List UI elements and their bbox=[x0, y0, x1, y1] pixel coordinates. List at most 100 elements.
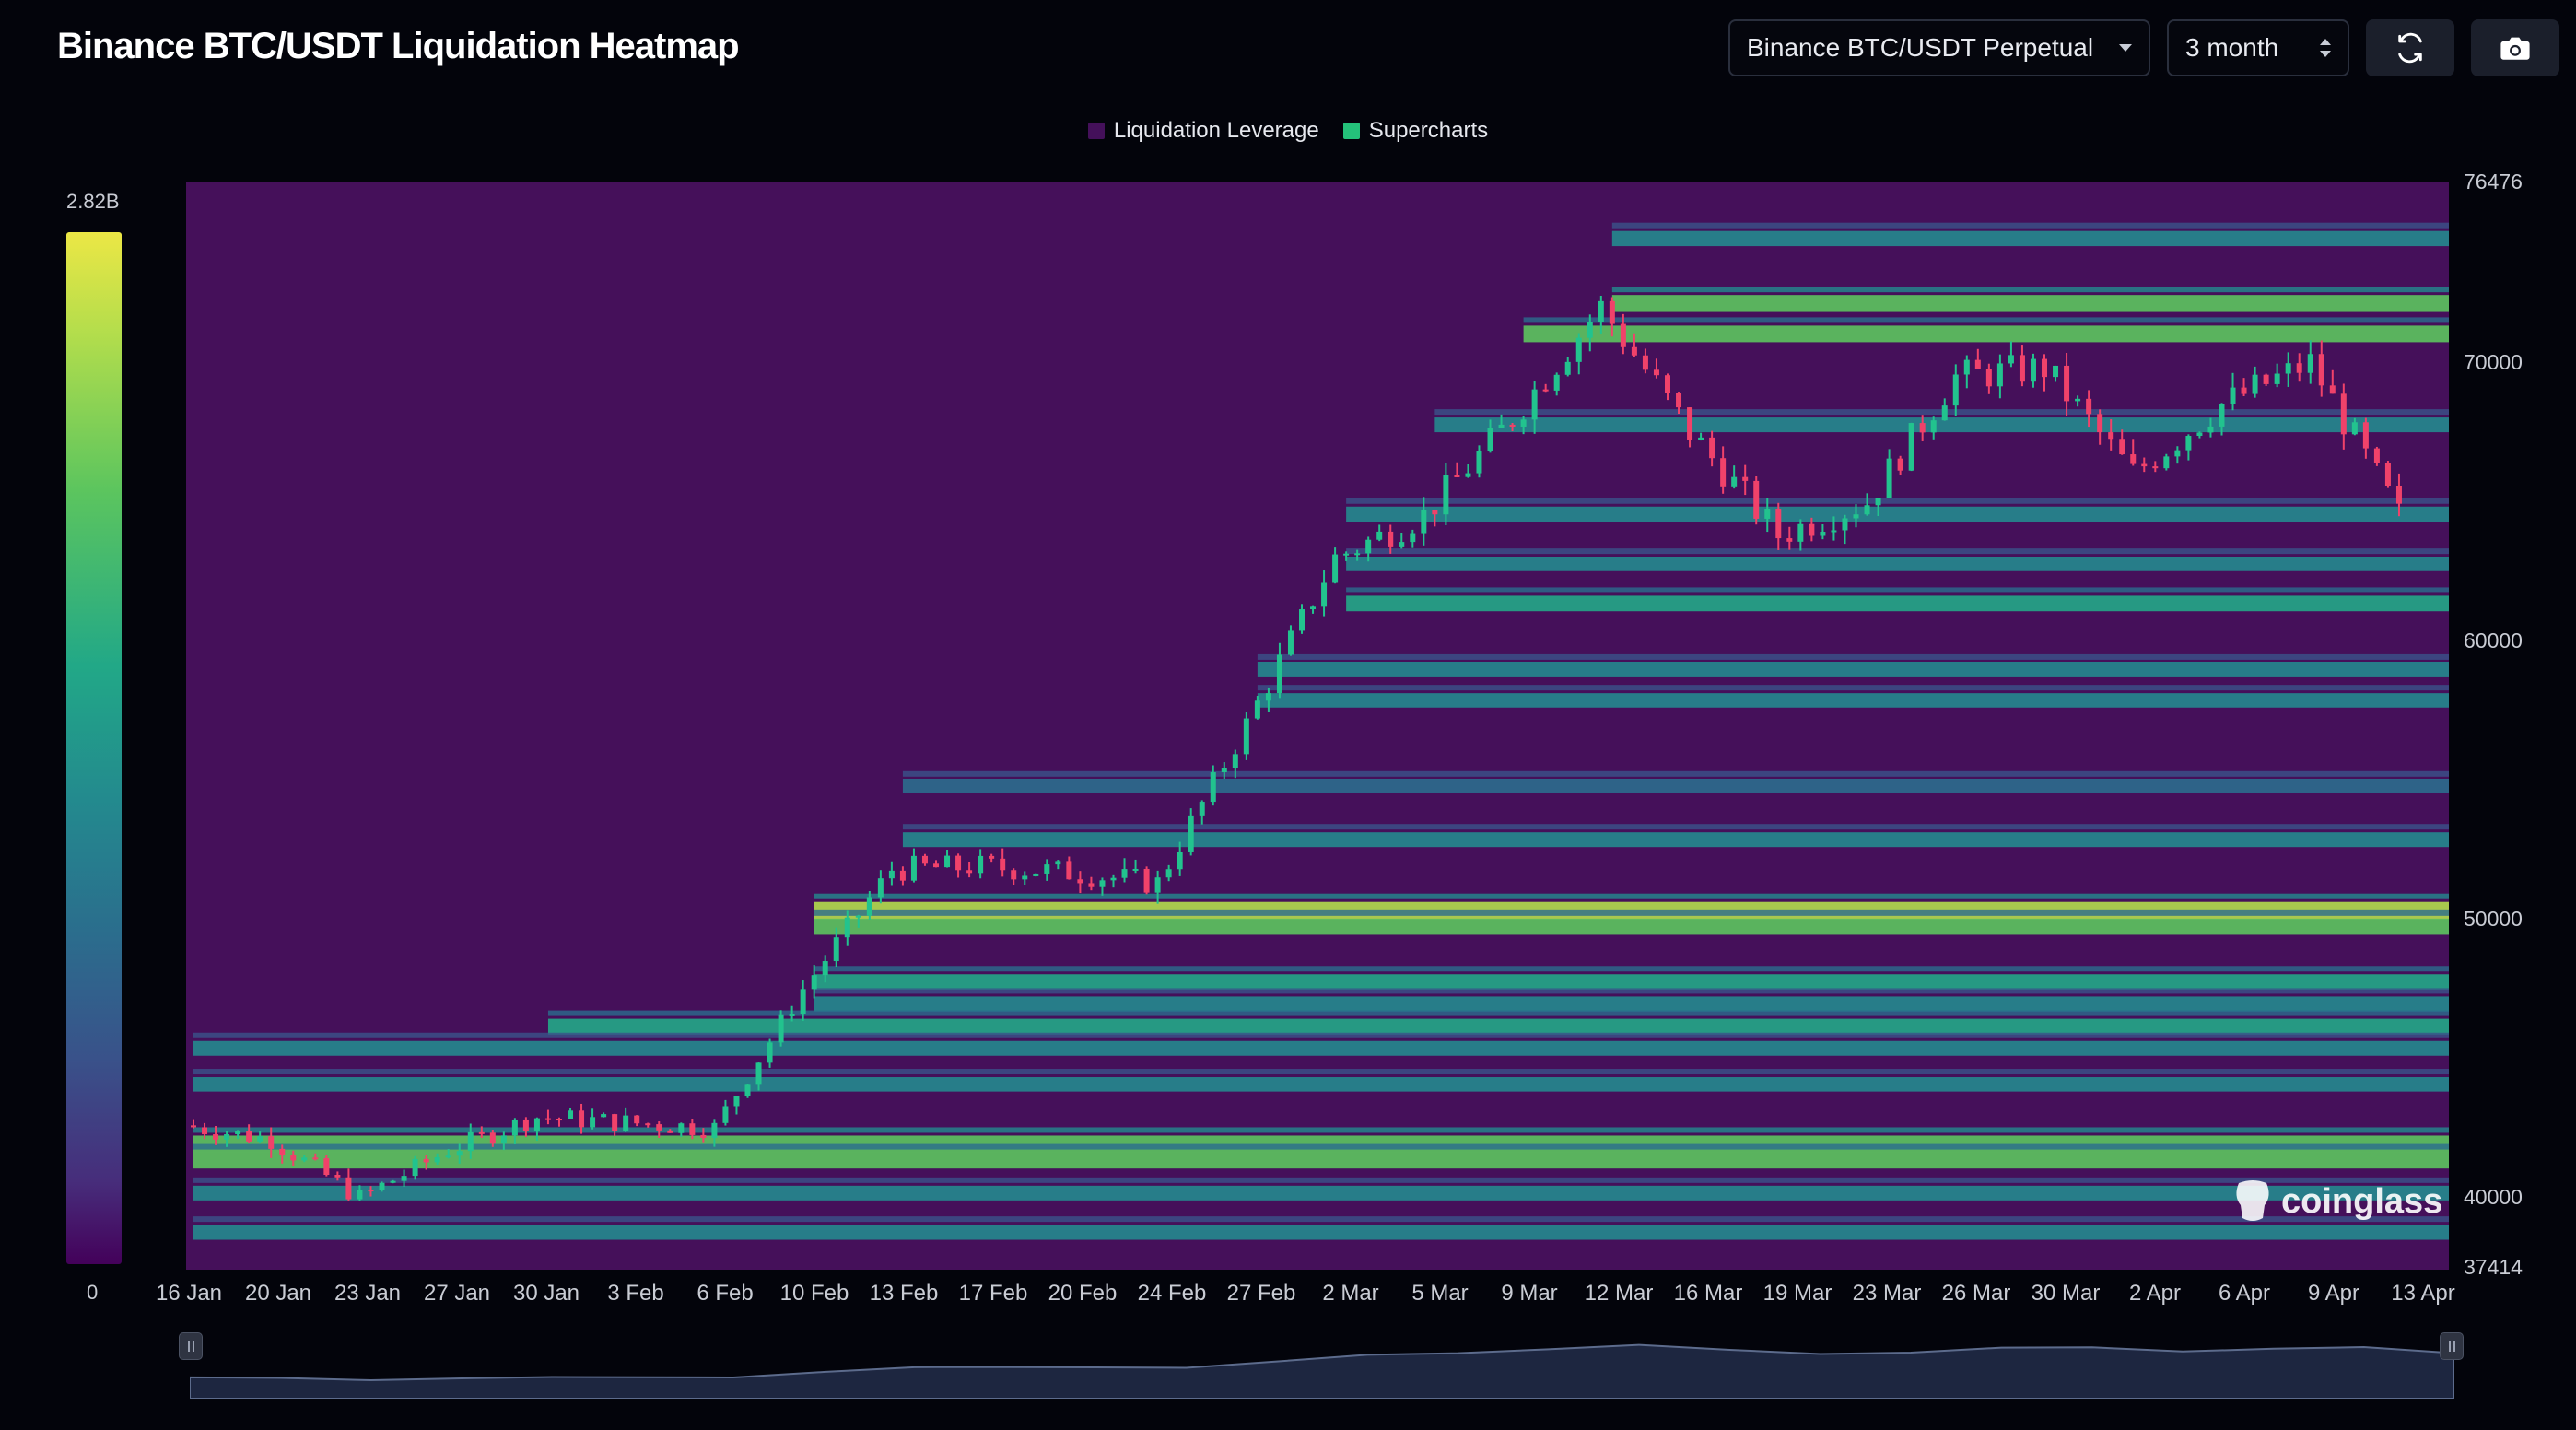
candle-body bbox=[379, 1182, 385, 1190]
candle-body bbox=[866, 897, 872, 916]
x-tick-label: 20 Jan bbox=[244, 1281, 312, 1306]
candle-body bbox=[1631, 346, 1637, 356]
candle-body bbox=[1642, 355, 1648, 370]
liquidation-band bbox=[1611, 295, 2449, 312]
candle-body bbox=[1354, 553, 1361, 556]
candle-body bbox=[2362, 422, 2369, 449]
candle-body bbox=[478, 1131, 485, 1134]
candle-body bbox=[1553, 374, 1560, 391]
candle-body bbox=[290, 1155, 297, 1161]
liquidation-band bbox=[193, 1152, 2449, 1169]
x-tick-label: 20 Feb bbox=[1048, 1281, 1118, 1306]
candle-body bbox=[412, 1158, 418, 1177]
range-select-value: 3 month bbox=[2185, 33, 2279, 62]
liquidation-band-halo bbox=[1434, 409, 2449, 416]
navigator-left-handle[interactable] bbox=[179, 1332, 203, 1360]
candle-body bbox=[1388, 531, 1394, 547]
time-navigator[interactable] bbox=[190, 1332, 2454, 1399]
chevron-down-icon bbox=[2119, 44, 2132, 52]
liquidation-band-halo bbox=[1611, 222, 2449, 229]
screenshot-button[interactable] bbox=[2471, 19, 2559, 76]
refresh-button[interactable] bbox=[2366, 19, 2454, 76]
legend-swatch bbox=[1342, 123, 1360, 139]
candle-body bbox=[2207, 426, 2214, 433]
y-tick-label: 60000 bbox=[2464, 627, 2523, 652]
liquidation-band bbox=[1523, 325, 2449, 343]
navigator-right-handle[interactable] bbox=[2440, 1332, 2464, 1360]
x-tick-label: 9 Mar bbox=[1501, 1281, 1558, 1306]
candle-body bbox=[1099, 880, 1106, 887]
candle-body bbox=[722, 1106, 729, 1123]
liquidation-band bbox=[1611, 230, 2449, 247]
x-tick-label: 16 Jan bbox=[155, 1281, 223, 1306]
candle-body bbox=[2174, 450, 2181, 457]
candle-body bbox=[2373, 448, 2380, 463]
x-tick-label: 23 Mar bbox=[1852, 1281, 1922, 1306]
coinglass-watermark: coinglass bbox=[2231, 1178, 2442, 1225]
candle-body bbox=[2064, 365, 2070, 402]
candle-body bbox=[1509, 424, 1516, 427]
candle-body bbox=[1575, 337, 1582, 362]
x-tick-label: 3 Feb bbox=[607, 1281, 664, 1306]
candle-body bbox=[2329, 385, 2336, 394]
candle-body bbox=[678, 1123, 685, 1133]
candle-body bbox=[1564, 361, 1571, 375]
y-tick-label: 50000 bbox=[2464, 906, 2523, 931]
x-tick-label: 2 Apr bbox=[2128, 1281, 2182, 1306]
candle-body bbox=[2252, 374, 2258, 394]
candle-body bbox=[1221, 768, 1227, 773]
legend-item-liquidation-leverage[interactable]: Liquidation Leverage bbox=[1087, 118, 1319, 144]
x-tick-label: 5 Mar bbox=[1411, 1281, 1469, 1306]
candle-body bbox=[2351, 422, 2358, 435]
candle-body bbox=[1653, 369, 1659, 376]
chart-legend: Liquidation Leverage Supercharts bbox=[0, 118, 2576, 144]
candle-body bbox=[401, 1176, 407, 1181]
liquidation-band bbox=[193, 1077, 2449, 1092]
camera-icon bbox=[2500, 37, 2530, 60]
candle-body bbox=[1044, 864, 1050, 874]
candle-body bbox=[755, 1062, 762, 1085]
candle-body bbox=[1985, 369, 1992, 387]
liquidation-band bbox=[902, 832, 2449, 848]
x-tick-label: 19 Mar bbox=[1762, 1281, 1832, 1306]
candle-body bbox=[1542, 389, 1549, 392]
x-tick-label: 26 Mar bbox=[1941, 1281, 2011, 1306]
candle-body bbox=[213, 1134, 219, 1140]
candle-body bbox=[2008, 355, 2014, 364]
colorbar bbox=[66, 232, 122, 1264]
candle-body bbox=[1587, 322, 1593, 338]
refresh-icon bbox=[2398, 32, 2422, 64]
candle-body bbox=[1321, 582, 1328, 607]
candle-body bbox=[423, 1158, 429, 1163]
symbol-select[interactable]: Binance BTC/USDT Perpetual bbox=[1728, 19, 2150, 76]
liquidation-band bbox=[1257, 662, 2449, 677]
candle-body bbox=[1143, 868, 1150, 893]
liquidation-band-halo bbox=[1346, 548, 2449, 555]
candle-body bbox=[2086, 398, 2092, 415]
liquidation-band bbox=[1346, 557, 2449, 571]
candle-body bbox=[1687, 407, 1693, 440]
candle-body bbox=[2230, 387, 2236, 404]
candle-body bbox=[1609, 300, 1615, 324]
candle-body bbox=[511, 1119, 518, 1136]
heatmap-plot-area[interactable] bbox=[186, 182, 2449, 1270]
liquidation-band bbox=[814, 918, 2449, 935]
candle-body bbox=[978, 855, 984, 874]
range-select[interactable]: 3 month bbox=[2167, 19, 2349, 76]
candle-body bbox=[1620, 323, 1626, 347]
candle-body bbox=[2042, 358, 2048, 378]
legend-item-supercharts[interactable]: Supercharts bbox=[1342, 118, 1488, 144]
candle-body bbox=[645, 1123, 651, 1126]
candle-body bbox=[1831, 530, 1837, 533]
candle-body bbox=[2384, 463, 2391, 486]
candle-body bbox=[899, 870, 906, 881]
up-down-arrows-icon bbox=[2320, 39, 2331, 57]
x-tick-label: 16 Mar bbox=[1673, 1281, 1743, 1306]
candle-body bbox=[811, 975, 817, 990]
candle-body bbox=[1088, 883, 1095, 887]
candle-body bbox=[1421, 510, 1427, 534]
candle-body bbox=[2097, 414, 2103, 433]
liquidation-band-halo bbox=[193, 1032, 2449, 1038]
candle-body bbox=[1886, 458, 1892, 498]
candle-body bbox=[822, 961, 828, 976]
